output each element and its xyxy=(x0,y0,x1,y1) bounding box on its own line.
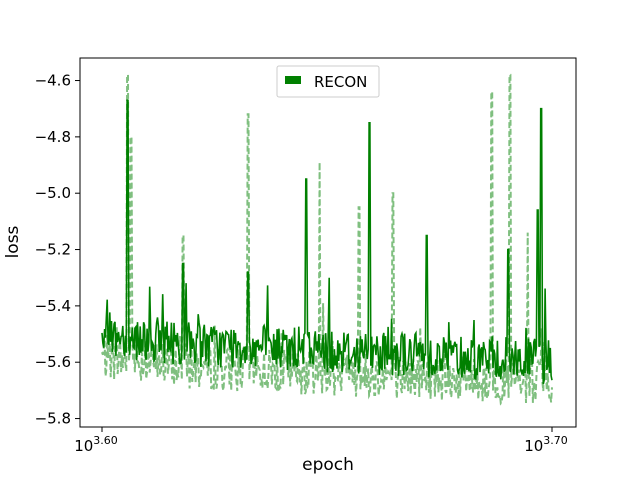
y-tick-label: −4.6 xyxy=(35,72,71,90)
y-axis-label: loss xyxy=(3,225,23,258)
series-line-recon xyxy=(101,99,553,385)
y-tick-label: −5.4 xyxy=(35,297,71,315)
y-tick-label: −5.8 xyxy=(35,410,71,428)
series-line-dashed xyxy=(101,73,553,406)
plot-frame xyxy=(79,57,577,428)
x-axis-label: epoch xyxy=(302,455,354,475)
y-tick-label: −5.6 xyxy=(35,353,71,371)
y-tick-label: −5.2 xyxy=(35,241,71,259)
series-layer xyxy=(101,73,553,406)
legend-entry-recon: RECON xyxy=(314,73,367,91)
legend-box xyxy=(276,65,380,98)
legend-swatch xyxy=(285,76,301,84)
y-axis: −5.8 −5.6 −5.4 −5.2 −5.0 −4.8 −4.6 xyxy=(35,72,80,428)
legend: RECON xyxy=(276,65,380,98)
y-tick-label: −4.8 xyxy=(35,128,71,146)
y-tick-label: −5.0 xyxy=(35,184,71,202)
